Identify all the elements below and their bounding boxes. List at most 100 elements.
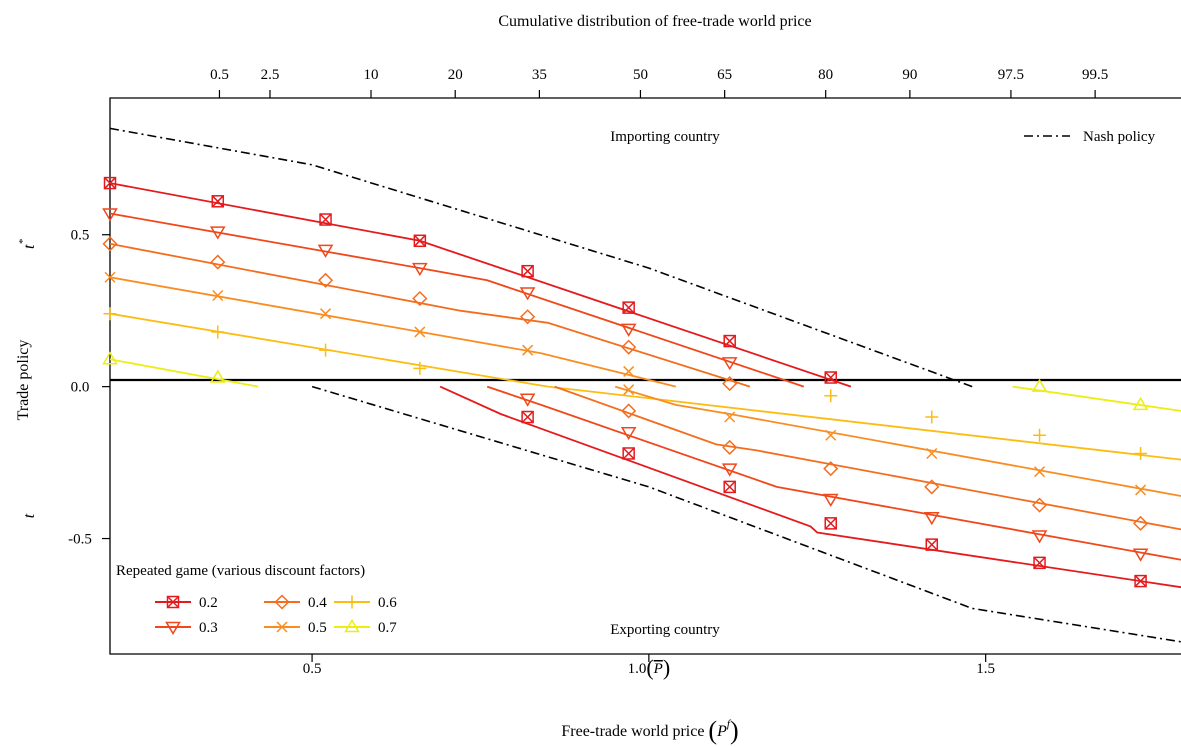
annotation-importing: Importing country <box>610 129 720 145</box>
legend-label: 0.5 <box>308 620 327 636</box>
series-0.2-upper-line <box>109 182 852 388</box>
series-0.2-point <box>211 195 225 208</box>
series-0.6-point <box>319 343 333 357</box>
legend-swatch-marker <box>165 621 181 635</box>
series-0.3-point <box>412 262 428 277</box>
nash-upper-line <box>109 127 973 388</box>
series-0.4-lower-line <box>554 385 1181 531</box>
series-0.5-point <box>1135 484 1147 496</box>
series-0.3-point <box>519 393 536 407</box>
nash-legend: Nash policy <box>1024 129 1156 145</box>
series-0.7-lower-line <box>1012 385 1181 412</box>
series-0.2-point <box>1134 574 1147 588</box>
legend-item-0.6: 0.6 <box>334 595 397 611</box>
nash-legend-label: Nash policy <box>1083 129 1156 145</box>
legend-item-0.4: 0.4 <box>264 594 327 611</box>
series-0.3-point <box>721 357 738 371</box>
top-tick-label: 35 <box>532 67 547 83</box>
series-0.2-point <box>521 410 534 424</box>
series-0.4-point <box>722 376 738 392</box>
series-0.7-upper-line <box>109 358 259 388</box>
series-0.3-point <box>317 244 334 258</box>
series-0.6-point <box>413 361 427 375</box>
top-tick-label: 90 <box>902 67 917 83</box>
top-tick-label: 50 <box>633 67 648 83</box>
x-axis-title: Free-trade world price (Pf) <box>561 716 738 745</box>
series-0.5-point <box>104 271 116 283</box>
legend-swatch-marker <box>276 621 288 633</box>
series-0.7-point <box>209 369 226 383</box>
svg-text:t*: t* <box>17 239 38 249</box>
series-0.4-point <box>520 309 536 325</box>
series-0.4-upper-line <box>109 242 751 388</box>
top-tick-label: 65 <box>717 67 732 83</box>
series-0.3-point <box>209 226 226 240</box>
series-0.3-point <box>620 323 637 337</box>
y-tick-label: 0.5 <box>71 228 90 244</box>
legend-label: 0.2 <box>199 595 218 611</box>
legend-label: 0.7 <box>378 620 397 636</box>
y-tick-label: 0.0 <box>71 380 90 396</box>
series-0.5-point <box>623 365 635 377</box>
series-0.6-point <box>1033 428 1047 442</box>
series-0.5-lower-line <box>614 385 1181 497</box>
series-0.4-point <box>210 254 226 270</box>
series-0.3-point <box>923 512 940 526</box>
plot-frame <box>109 97 1181 655</box>
series-0.5-point <box>522 344 534 356</box>
top-tick-label: 99.5 <box>1082 67 1108 83</box>
series-0.4-point <box>102 236 118 252</box>
series-0.2-point <box>413 234 427 248</box>
series-0.3-point <box>822 493 839 508</box>
series-0.4-point <box>823 461 839 477</box>
top-tick-label: 20 <box>448 67 463 83</box>
series-0.5-point <box>320 308 332 320</box>
legend-swatch-marker <box>345 595 359 609</box>
series-0.2-lower-line <box>439 385 1181 589</box>
series-0.4-point <box>621 339 637 355</box>
legend-label: 0.4 <box>308 595 327 611</box>
series-0.4-point <box>412 290 428 307</box>
series-0.2-point <box>622 301 635 314</box>
annotation-exporting: Exporting country <box>610 622 720 638</box>
legend-label: 0.6 <box>378 595 397 611</box>
series-0.3-point <box>721 463 738 477</box>
series-0.2-point <box>1033 556 1046 570</box>
top-axis: 0.5 2.5 10 20 35 50 65 80 90 97.5 99.5 <box>210 67 1108 98</box>
series-0.2-point <box>103 176 117 190</box>
y-tick-label: -0.5 <box>68 532 92 548</box>
top-tick-label: 80 <box>818 67 833 83</box>
series-0.7-point <box>1132 396 1149 411</box>
legend-item-0.7: 0.7 <box>334 619 397 636</box>
series-0.3-point <box>1132 548 1149 562</box>
series-0.5-point <box>623 384 635 396</box>
y-axis-lower-symbol: t <box>21 513 38 518</box>
series-0.5-point <box>825 429 837 441</box>
x-tick-label: 1.5 <box>976 661 995 677</box>
series-0.7-point <box>1031 378 1048 392</box>
x-tick-label: 0.5 <box>303 661 322 677</box>
legend-swatch-marker <box>166 595 180 609</box>
top-tick-label: 10 <box>364 67 379 83</box>
series-0.2-point <box>521 264 534 278</box>
series-0.3-point <box>519 287 536 301</box>
series-0.4-point <box>924 479 940 495</box>
series-0.2-point <box>925 538 939 551</box>
series-0.2-point <box>824 517 837 530</box>
legend: 0.2 0.3 0.4 0.5 0.6 0.7 <box>155 594 397 636</box>
series-0.5-point <box>926 447 938 460</box>
legend-swatch-marker <box>274 594 290 610</box>
series-0.5-upper-line <box>109 276 677 388</box>
legend-item-0.5: 0.5 <box>264 620 327 636</box>
series-0.5-point <box>1034 466 1046 478</box>
legend-item-0.3: 0.3 <box>155 620 218 636</box>
series-0.3-point <box>620 426 637 441</box>
series-0.2-point <box>723 334 736 348</box>
series-0.6-point <box>103 307 117 321</box>
series-0.2-point <box>723 480 736 494</box>
series-0.2-point <box>622 447 635 460</box>
series-0.3-upper-line <box>109 212 805 388</box>
series-0.4-point <box>621 403 637 419</box>
series-0.4-point <box>1133 515 1149 531</box>
x-axis: 0.5 1.0(P) 1.5 <box>303 654 995 680</box>
